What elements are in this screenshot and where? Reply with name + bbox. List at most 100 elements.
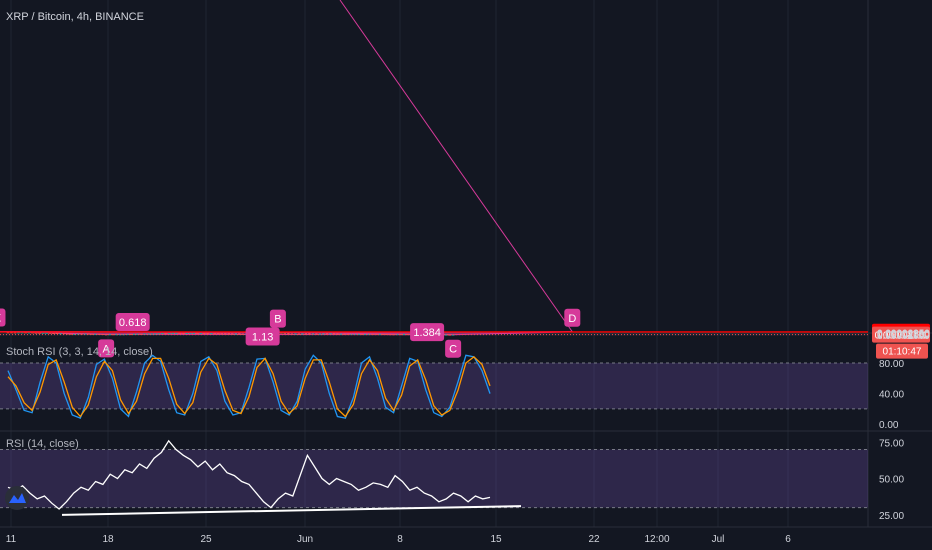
candle-body: [304, 333, 308, 335]
candle-body: [311, 333, 315, 335]
pattern-point-label: C: [449, 344, 457, 356]
pattern-ratio-label: 0.618: [119, 317, 147, 329]
time-tick-label: 8: [397, 534, 403, 545]
candle-body: [192, 332, 196, 334]
indicator-tick-label: 80.00: [879, 359, 904, 370]
candle-body: [188, 332, 192, 334]
chart-title: XRP / Bitcoin, 4h, BINANCE: [6, 11, 144, 23]
pattern-ratio-label: 1.384: [413, 327, 441, 339]
candle-body: [48, 332, 52, 334]
candle-body: [174, 332, 178, 334]
candle-body: [157, 333, 161, 335]
indicator-tick-label: 75.00: [879, 438, 904, 449]
time-tick-label: 15: [490, 534, 502, 545]
candle-body: [385, 333, 388, 335]
price-level-tag[interactable]: [872, 326, 930, 343]
time-axis[interactable]: 11 18 25 Jun 8 15 22 12:00 Jul 6: [6, 534, 791, 545]
candle-body: [115, 334, 118, 336]
tradingview-logo-icon[interactable]: [5, 486, 29, 510]
candle-body: [10, 332, 13, 334]
price-axis[interactable]: 0.000023080.000022780.0000203101:10:470.…: [872, 323, 930, 522]
indicator-series-line: [7, 354, 491, 419]
candle-body: [34, 332, 38, 334]
candle-body: [402, 334, 406, 336]
candle-body: [83, 333, 87, 335]
pattern-point-x[interactable]: [0, 308, 6, 327]
indicator-band: [0, 449, 868, 508]
candle-body: [206, 333, 210, 335]
price-tick-label: 0.00002000: [877, 331, 930, 342]
candle-body: [231, 333, 234, 335]
pattern-point-label: D: [568, 313, 576, 325]
indicator-tick-label: 0.00: [879, 420, 899, 431]
candle-body: [132, 333, 136, 335]
indicator-tick-label: 25.00: [879, 511, 904, 522]
candle-body: [339, 333, 343, 335]
price-tick-label: 0.00002250: [877, 328, 930, 339]
pattern-ratio-tag[interactable]: [410, 323, 445, 342]
time-tick-label: 25: [200, 534, 212, 545]
time-tick-label: 22: [588, 534, 600, 545]
candle-body: [181, 332, 185, 334]
candle-body: [111, 334, 115, 336]
candle-body: [38, 332, 41, 334]
candle-body: [308, 333, 311, 335]
candle-body: [406, 334, 409, 336]
candle-body: [24, 332, 27, 334]
indicator-tick-label: 40.00: [879, 390, 904, 401]
time-tick-label: 18: [102, 534, 114, 545]
pattern-labels[interactable]: X A B C D 0.618 1.13 1.384: [0, 308, 581, 358]
candle-body: [146, 333, 150, 335]
candle-body: [129, 334, 132, 336]
candle-body: [73, 333, 76, 335]
candle-body: [209, 333, 213, 335]
candle-body: [66, 333, 69, 335]
candle-body: [202, 333, 206, 335]
candle-body: [399, 334, 402, 336]
pattern-point-d[interactable]: [564, 308, 581, 327]
candle-body: [227, 333, 231, 335]
candle-body: [104, 334, 108, 336]
candle-body: [280, 332, 283, 334]
rsi-pane[interactable]: [0, 439, 868, 516]
price-tick-label: 0.00002100: [877, 330, 930, 341]
candle-body: [27, 332, 31, 334]
time-tick-label: Jun: [297, 534, 313, 545]
candle-body: [45, 332, 48, 334]
pattern-point-label: B: [274, 314, 281, 326]
candle-body: [343, 333, 346, 335]
stoch-rsi-pane[interactable]: [0, 354, 868, 419]
candle-body: [178, 332, 182, 334]
price-level-label: 0.00002031: [875, 331, 928, 342]
pattern-point-c[interactable]: [445, 339, 462, 358]
candle-body: [136, 333, 139, 335]
candle-body: [217, 333, 220, 335]
candle-body: [160, 333, 164, 335]
candle-body: [108, 334, 111, 336]
time-tick-label: 11: [6, 534, 17, 545]
candle-body: [13, 332, 17, 334]
candle-body: [153, 333, 157, 335]
pattern-ratio-tag[interactable]: [115, 313, 150, 332]
pattern-point-b[interactable]: [269, 309, 286, 328]
candle-body: [444, 334, 448, 336]
candle-body: [234, 333, 238, 335]
price-tick-label: 0.00002050: [877, 330, 930, 341]
pattern-ratio-tag[interactable]: [245, 327, 280, 346]
price-tick-label: 0.00002200: [877, 329, 930, 340]
candle-body: [94, 333, 97, 335]
price-pane[interactable]: X A B C D 0.618 1.13 1.384: [0, 0, 868, 358]
candle-body: [238, 333, 241, 335]
candle-body: [381, 333, 385, 335]
candle-body: [301, 333, 304, 335]
candle-body: [69, 333, 73, 335]
time-tick-label: Jul: [712, 534, 725, 545]
candle-body: [171, 332, 175, 334]
candle-body: [287, 333, 290, 335]
candle-body: [31, 332, 34, 334]
stoch-rsi-title: Stoch RSI (3, 3, 14, 14, close): [6, 346, 153, 358]
pattern-point-a[interactable]: [98, 339, 115, 358]
candle-body: [150, 333, 154, 335]
candle-body: [318, 333, 322, 335]
